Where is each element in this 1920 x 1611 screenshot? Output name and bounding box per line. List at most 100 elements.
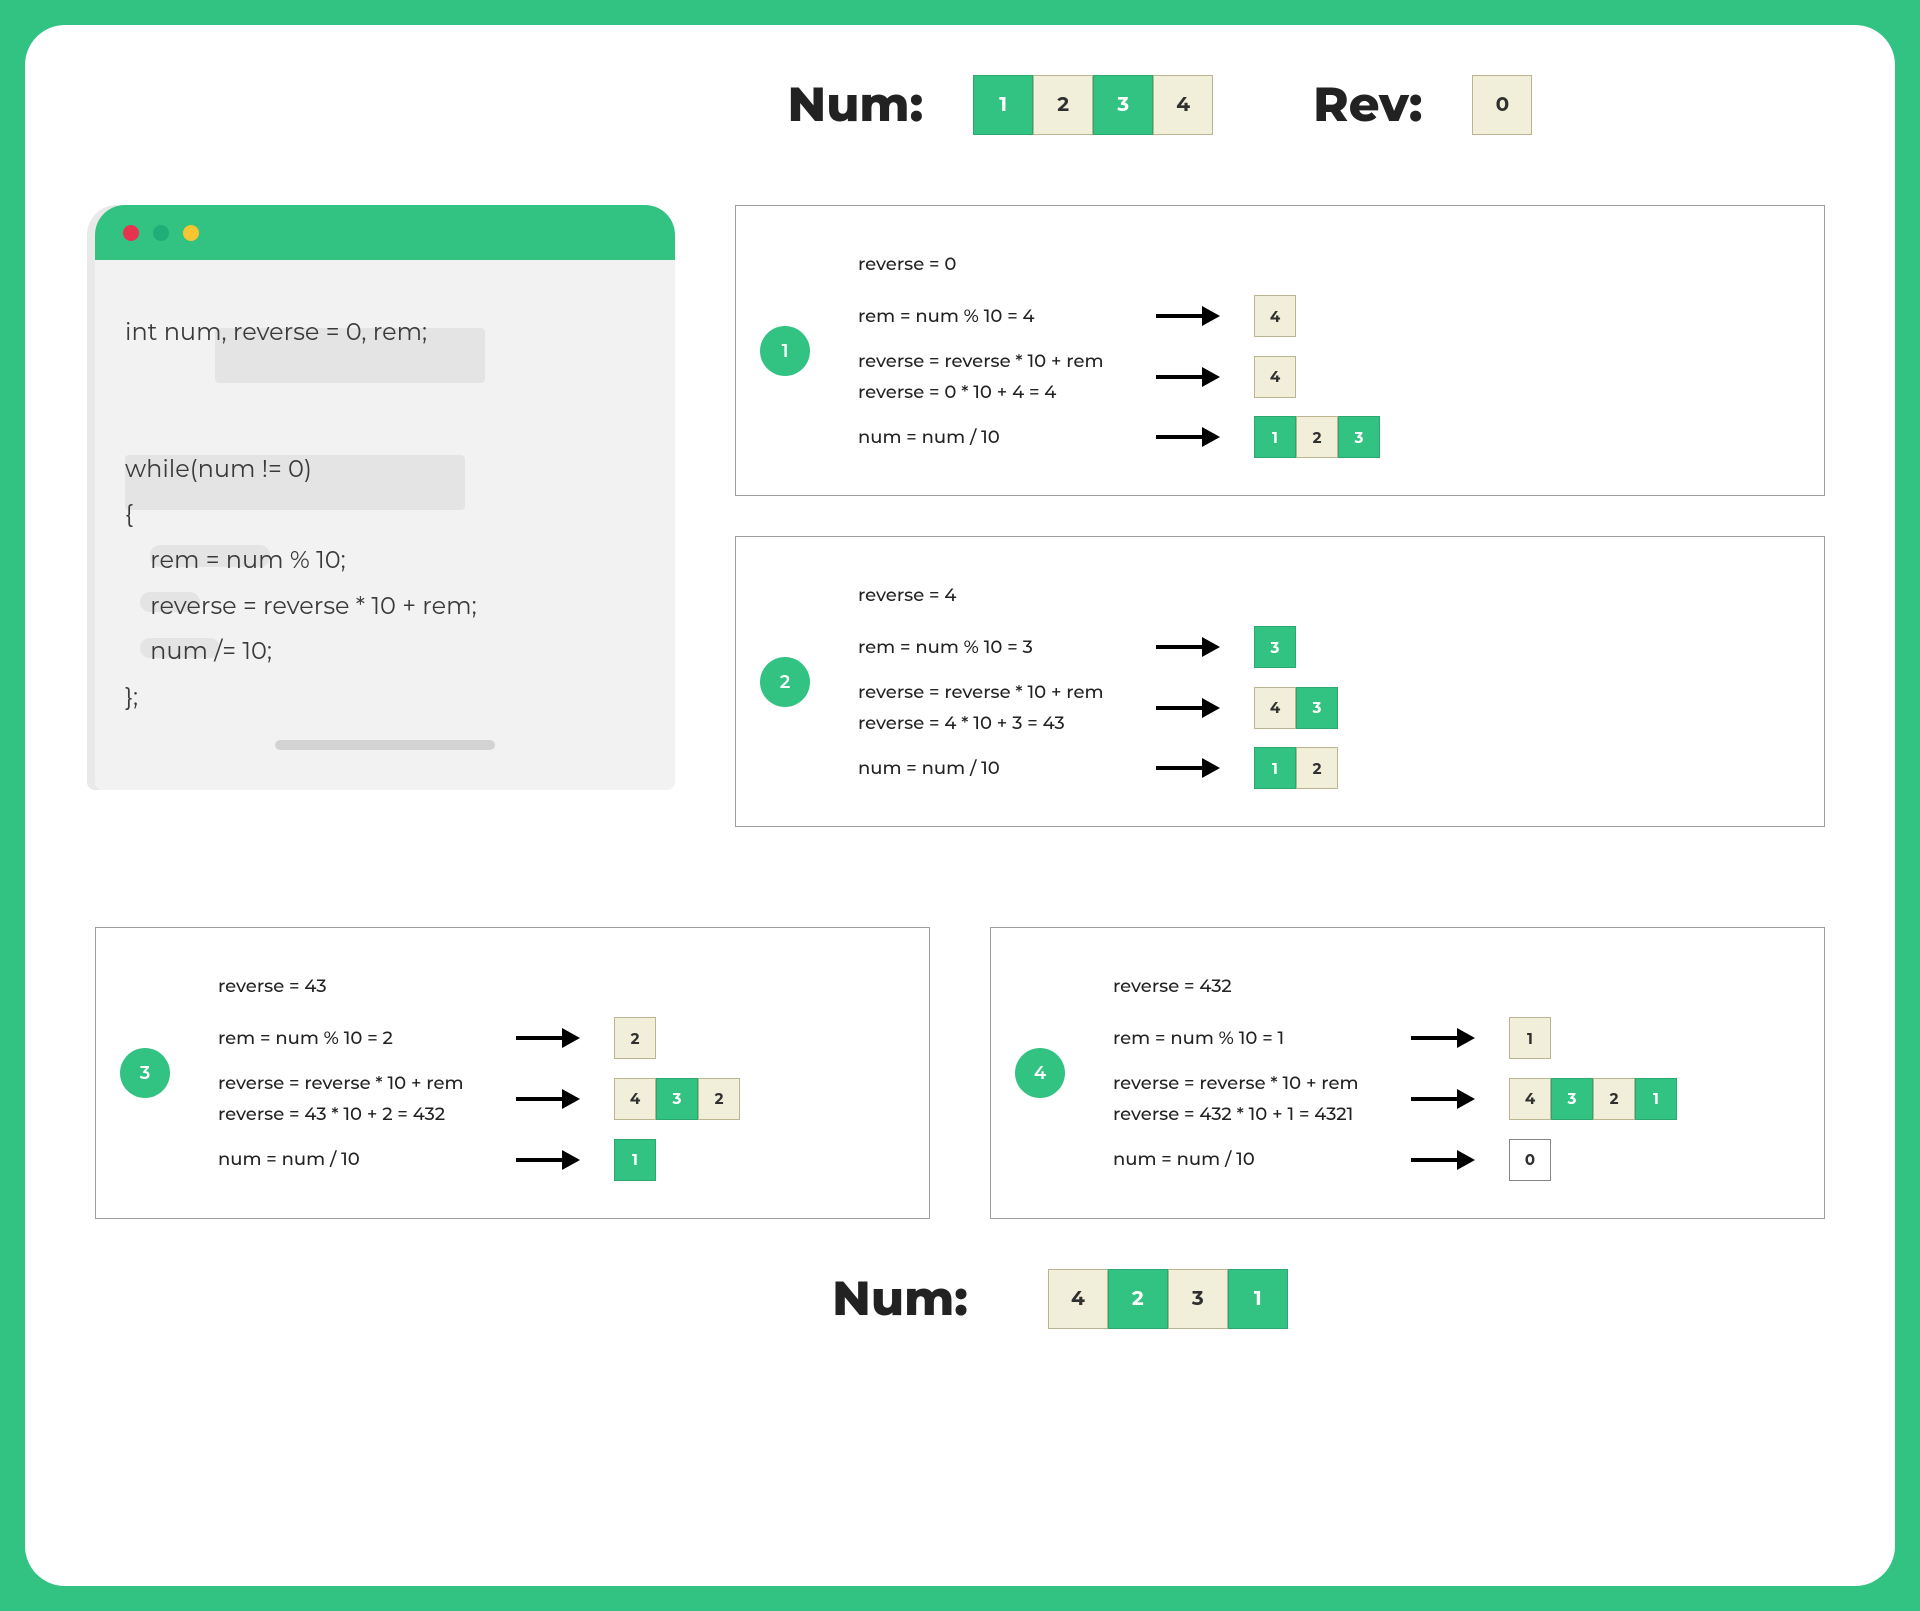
step-badge: 3	[120, 1048, 170, 1098]
step-reverse-text: reverse = 43	[218, 971, 498, 1002]
rem-digits: 3	[1254, 626, 1296, 668]
rev-label: Rev:	[1313, 76, 1422, 134]
code-titlebar	[95, 205, 675, 260]
digit-box: 3	[1254, 626, 1296, 668]
step-rem-text: rem = num % 10 = 4	[858, 301, 1138, 332]
digit-box: 0	[1509, 1139, 1551, 1181]
digit-box: 3	[1338, 416, 1380, 458]
reverse-digits: 432	[614, 1078, 740, 1120]
step-badge: 1	[760, 326, 810, 376]
footer-row: Num: 4231	[295, 1269, 1825, 1329]
footer-num-label: Num:	[832, 1270, 968, 1328]
step-content: reverse = 4 rem = num % 10 = 3 3 reverse = …	[858, 573, 1784, 790]
digit-box: 4	[1509, 1078, 1551, 1120]
arrow-icon	[1411, 1148, 1491, 1172]
digit-box: 0	[1472, 75, 1532, 135]
step-reverse-formula: reverse = reverse * 10 + remreverse = 0 …	[858, 346, 1138, 407]
step-reverse-text: reverse = 0	[858, 249, 1138, 280]
step-reverse-formula: reverse = reverse * 10 + remreverse = 4 …	[858, 677, 1138, 738]
step-num-text: num = num / 10	[858, 422, 1138, 453]
digit-box: 1	[1254, 747, 1296, 789]
window-dot-max	[183, 225, 199, 241]
arrow-icon	[1411, 1087, 1491, 1111]
main-canvas: Num: 1234 Rev: 0 int num, reverse = 0, r…	[25, 25, 1895, 1586]
step-rem-text: rem = num % 10 = 1	[1113, 1023, 1393, 1054]
arrow-icon	[1411, 1026, 1491, 1050]
header-row: Num: 1234 Rev: 0	[495, 75, 1825, 135]
top-section: int num, reverse = 0, rem; while(num != …	[95, 205, 1825, 827]
step-box-3: 3reverse = 43rem = num % 10 = 22reverse …	[95, 927, 930, 1218]
step-reverse-formula: reverse = reverse * 10 + remreverse = 43…	[218, 1068, 498, 1129]
rem-digits: 2	[614, 1017, 656, 1059]
digit-box: 4	[1254, 295, 1296, 337]
digit-box: 4	[1153, 75, 1213, 135]
digit-box: 2	[1296, 416, 1338, 458]
code-scrollbar	[275, 740, 495, 750]
arrow-icon	[1156, 696, 1236, 720]
digit-box: 2	[1108, 1269, 1168, 1329]
step-box-1: 1reverse = 0rem = num % 10 = 44reverse =…	[735, 205, 1825, 496]
arrow-icon	[1156, 365, 1236, 389]
digit-box: 3	[656, 1078, 698, 1120]
num-digits: 123	[1254, 416, 1380, 458]
num-digits: 12	[1254, 747, 1338, 789]
step-content: reverse = 432 rem = num % 10 = 1 1 reverse …	[1113, 964, 1784, 1181]
digit-box: 3	[1093, 75, 1153, 135]
code-text: int num, reverse = 0, rem; while(num != …	[125, 310, 645, 720]
reverse-digits: 43	[1254, 687, 1338, 729]
steps-row-bottom: 3reverse = 43rem = num % 10 = 22reverse …	[95, 927, 1825, 1218]
step-box-4: 4reverse = 432rem = num % 10 = 11reverse…	[990, 927, 1825, 1218]
digit-box: 2	[1593, 1078, 1635, 1120]
step-num-text: num = num / 10	[1113, 1144, 1393, 1175]
step-badge: 4	[1015, 1048, 1065, 1098]
digit-box: 2	[698, 1078, 740, 1120]
digit-box: 2	[1296, 747, 1338, 789]
steps-column-top: 1reverse = 0rem = num % 10 = 44reverse =…	[735, 205, 1825, 827]
step-badge: 2	[760, 657, 810, 707]
rem-digits: 4	[1254, 295, 1296, 337]
digit-box: 4	[1254, 687, 1296, 729]
reverse-digits: 4321	[1509, 1078, 1677, 1120]
digit-box: 3	[1296, 687, 1338, 729]
num-label: Num:	[788, 76, 924, 134]
window-dot-min	[153, 225, 169, 241]
digit-box: 1	[1254, 416, 1296, 458]
header-num-digits: 1234	[973, 75, 1213, 135]
step-num-text: num = num / 10	[858, 753, 1138, 784]
arrow-icon	[1156, 756, 1236, 780]
step-box-2: 2reverse = 4rem = num % 10 = 33reverse =…	[735, 536, 1825, 827]
window-dot-close	[123, 225, 139, 241]
header-rev-digits: 0	[1472, 75, 1532, 135]
digit-box: 1	[614, 1139, 656, 1181]
digit-box: 3	[1551, 1078, 1593, 1120]
arrow-icon	[516, 1148, 596, 1172]
digit-box: 4	[1254, 356, 1296, 398]
digit-box: 4	[614, 1078, 656, 1120]
digit-box: 1	[973, 75, 1033, 135]
step-reverse-text: reverse = 432	[1113, 971, 1393, 1002]
digit-box: 1	[1635, 1078, 1677, 1120]
arrow-icon	[1156, 425, 1236, 449]
digit-box: 1	[1228, 1269, 1288, 1329]
arrow-icon	[516, 1087, 596, 1111]
code-body: int num, reverse = 0, rem; while(num != …	[95, 260, 675, 790]
step-reverse-text: reverse = 4	[858, 580, 1138, 611]
digit-box: 3	[1168, 1269, 1228, 1329]
code-window: int num, reverse = 0, rem; while(num != …	[95, 205, 675, 790]
step-num-text: num = num / 10	[218, 1144, 498, 1175]
step-rem-text: rem = num % 10 = 3	[858, 632, 1138, 663]
step-content: reverse = 43 rem = num % 10 = 2 2 reverse =…	[218, 964, 889, 1181]
step-rem-text: rem = num % 10 = 2	[218, 1023, 498, 1054]
digit-box: 2	[614, 1017, 656, 1059]
step-content: reverse = 0 rem = num % 10 = 4 4 reverse = …	[858, 242, 1784, 459]
digit-box: 2	[1033, 75, 1093, 135]
arrow-icon	[1156, 304, 1236, 328]
digit-box: 1	[1509, 1017, 1551, 1059]
step-reverse-formula: reverse = reverse * 10 + remreverse = 43…	[1113, 1068, 1393, 1129]
arrow-icon	[516, 1026, 596, 1050]
digit-box: 4	[1048, 1269, 1108, 1329]
num-digits: 1	[614, 1139, 656, 1181]
num-digits: 0	[1509, 1139, 1551, 1181]
reverse-digits: 4	[1254, 356, 1296, 398]
rem-digits: 1	[1509, 1017, 1551, 1059]
